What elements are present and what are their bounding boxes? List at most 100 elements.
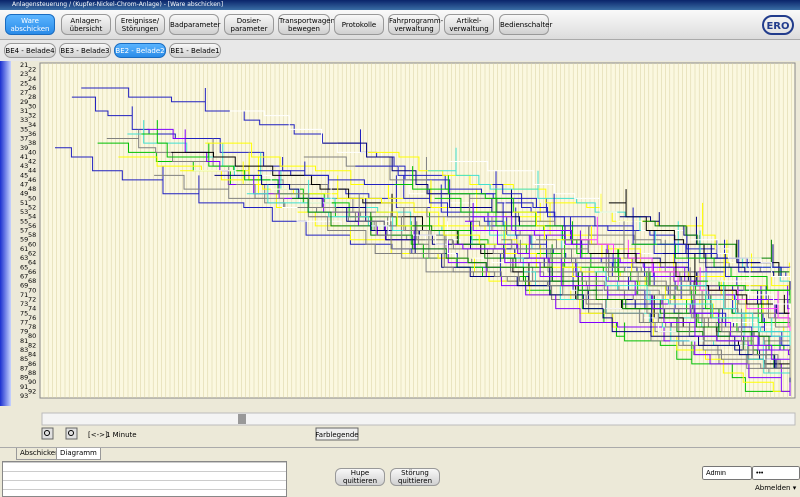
y-label: 71 [20,291,28,299]
y-label: 21 [20,61,28,69]
y-label: 72 [28,295,36,303]
y-label: 36 [28,130,36,138]
y-label: 70 [28,286,36,294]
y-label: 65 [20,263,28,271]
nav-button[interactable]: Transportwagen bewegen [278,14,335,35]
trace-line [657,239,791,282]
nav-button-label: Ereignisse/ [120,16,160,25]
y-label: 54 [28,213,36,221]
y-label: 31 [20,107,28,115]
tab-button[interactable]: BE3 - Belade3 [59,43,111,58]
y-label: 86 [28,360,36,368]
legend-button[interactable] [315,427,359,441]
y-label: 43 [20,162,28,170]
nav-button-label: Bedienschalter [500,20,553,29]
nav-button-label: Ware [21,16,39,25]
scroll-thumb[interactable] [238,414,246,424]
y-label: 51 [20,199,28,207]
message-list [2,461,287,497]
nav-button[interactable]: Bedienschalter [499,14,553,35]
bottom-tab[interactable]: Diagramm [56,448,101,460]
y-label: 49 [20,190,28,198]
nav-button-label: abschicken [10,24,50,33]
scrollbar[interactable] [41,412,796,426]
y-label: 29 [20,98,28,106]
nav-button[interactable]: Ereignisse/Störungen [115,14,165,35]
y-label: 61 [20,245,28,253]
nav-button[interactable]: Artikel-verwaltung [444,14,494,35]
left-strip [0,61,11,406]
y-label: 56 [28,222,36,230]
y-label: 79 [20,328,28,336]
nav-button-label: Störungen [121,24,159,33]
y-label: 47 [20,181,28,189]
y-label: 89 [20,374,28,382]
trace-line [412,225,791,360]
y-label: 41 [20,153,28,161]
tab-button[interactable]: BE2 - Belade2 [114,43,166,58]
logo: ERO [762,15,794,35]
trace-line [708,262,791,318]
y-label: 52 [28,204,36,212]
nav-button-label: bewegen [288,24,320,33]
y-label: 88 [28,369,36,377]
y-label: 64 [28,259,36,267]
nav-button-label: Protokolle [341,20,377,29]
nav-button[interactable]: Dosier-parameter [224,14,274,35]
nav-button[interactable]: Anlagen-übersicht [61,14,111,35]
trace-line [141,120,791,364]
y-label: 39 [20,144,28,152]
nav-button-label: parameter [230,24,268,33]
trace-line [690,239,791,282]
trace-line [465,202,791,360]
zoom-icon [44,430,50,436]
y-label: 27 [20,89,28,97]
trace-line [563,221,791,337]
bottom-panel: Abmelden ▾ Hupe quittieren Störungquittie… [0,460,800,497]
y-label: 76 [28,314,36,322]
action-button[interactable]: Hupe quittieren [335,468,385,486]
logout-menu[interactable]: Abmelden ▾ [755,484,797,492]
y-label: 60 [28,240,36,248]
window-title: Anlagensteuerung / (Kupfer-Nickel-Chrom-… [0,0,800,10]
password-input[interactable] [752,466,800,480]
y-label: 92 [28,387,36,395]
user-input[interactable] [702,466,752,480]
schedule-diagram: 2122232425262728293031323334353637383940… [0,61,800,441]
toolbar: Ware abschicken Anlagen-übersicht Ereigniss… [0,10,800,40]
tab-button[interactable]: BE4 - Belade4 [4,43,56,58]
trace-line [71,96,791,337]
nav-button[interactable]: Ware abschicken [5,14,55,35]
y-label: 45 [20,171,28,179]
y-label: 83 [20,346,28,354]
nav-button[interactable]: Fahrprogramm-verwaltung [388,14,444,35]
zoom-unit: 1 Minute [106,431,137,439]
y-label: 77 [20,318,28,326]
y-label: 74 [28,305,36,313]
y-label: 32 [28,112,36,120]
y-label: 93 [20,392,28,400]
nav-button-label: verwaltung [449,24,489,33]
trace-line [367,151,791,300]
tab-button[interactable]: BE1 - Belade1 [169,43,221,58]
zoom-button[interactable] [41,427,54,440]
y-label: 42 [28,158,36,166]
y-label: 53 [20,208,28,216]
trace-line [454,243,791,374]
action-button-label: Störung [401,469,429,477]
y-label: 62 [28,249,36,257]
nav-button[interactable]: Protokolle [334,14,384,35]
y-label: 90 [28,378,36,386]
nav-button[interactable]: Badparameter [169,14,221,35]
y-label: 25 [20,79,28,87]
action-button[interactable]: Störung quittieren [390,468,440,486]
nav-button-label: Fahrprogramm- [389,16,444,25]
y-label: 58 [28,231,36,239]
action-button-label: Hupe quittieren [342,469,378,485]
y-label: 85 [20,355,28,363]
zoom-button[interactable] [65,427,78,440]
y-label: 35 [20,125,28,133]
y-label: 22 [28,66,36,74]
nav-button-label: Badparameter [170,20,221,29]
nav-button-label: Anlagen- [70,16,102,25]
